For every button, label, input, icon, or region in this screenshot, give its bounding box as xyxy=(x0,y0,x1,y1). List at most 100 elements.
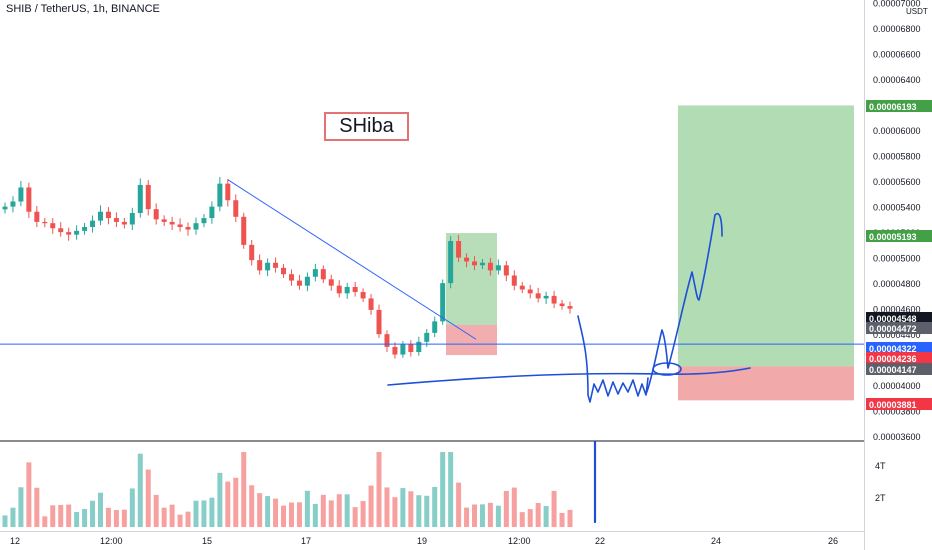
candle-body xyxy=(50,223,56,229)
candle-body xyxy=(66,232,72,235)
candle xyxy=(257,254,263,275)
price-tick-label: 0.00004400 xyxy=(873,330,921,340)
candle-body xyxy=(241,216,247,245)
candle-body xyxy=(281,267,287,275)
candle-body xyxy=(503,265,509,276)
volume-bar xyxy=(185,511,191,527)
volume-bar xyxy=(42,516,48,527)
volume-bar xyxy=(479,504,485,527)
candle-body xyxy=(145,184,151,210)
candle-body xyxy=(105,211,111,219)
candle-body xyxy=(225,183,231,201)
volume-bar xyxy=(66,504,72,527)
candle xyxy=(368,293,374,315)
time-tick-label: 12:00 xyxy=(508,536,531,546)
freehand-rally-path[interactable] xyxy=(645,213,723,395)
price-badge-label: 0.00004548 xyxy=(869,314,917,324)
trend-line[interactable] xyxy=(227,179,477,340)
volume-bar xyxy=(304,490,310,527)
candle-body xyxy=(18,187,24,202)
small-position-stop-zone[interactable] xyxy=(446,324,497,356)
volume-bar xyxy=(448,452,454,527)
candle-body xyxy=(408,344,414,352)
large-position-stop-zone[interactable] xyxy=(678,366,854,401)
price-tick-label: 0.00005400 xyxy=(873,203,921,213)
candle xyxy=(169,216,175,231)
volume-bar xyxy=(495,505,501,527)
symbol-legend[interactable]: SHIB / TetherUS, 1h, BINANCE xyxy=(6,3,160,15)
volume-bar xyxy=(535,503,541,527)
candle-body xyxy=(10,201,16,207)
price-badge-bg xyxy=(866,230,932,242)
candle-body xyxy=(320,269,326,280)
volume-bar xyxy=(376,452,382,527)
candle xyxy=(312,263,318,282)
time-tick-label: 12 xyxy=(10,536,20,546)
price-badge-bg xyxy=(866,363,932,375)
volume-bar xyxy=(129,488,135,527)
drawings-layer[interactable] xyxy=(0,179,864,524)
volume-bar xyxy=(90,500,96,527)
candle xyxy=(384,330,390,352)
freehand-entry-circle[interactable] xyxy=(652,362,682,376)
candle-body xyxy=(90,220,96,228)
price-tick-label: 0.00006000 xyxy=(873,126,921,136)
price-tick-label: 0.00006800 xyxy=(873,24,921,34)
small-position-profit-zone[interactable] xyxy=(446,233,497,325)
candle-body xyxy=(472,261,478,266)
candle xyxy=(113,212,119,228)
volume-bar xyxy=(511,487,517,527)
positions-layer[interactable] xyxy=(446,105,854,401)
volume-bar xyxy=(161,507,167,527)
candle-body xyxy=(129,212,135,225)
candle xyxy=(10,196,16,213)
candle-body xyxy=(384,334,390,347)
candle-body xyxy=(233,200,239,217)
price-badge-label: 0.00004147 xyxy=(869,365,917,375)
candle-body xyxy=(456,241,462,258)
candle-body xyxy=(265,262,271,271)
volume-bar xyxy=(217,472,223,527)
price-tick-label: 0.00005600 xyxy=(873,177,921,187)
candle-body xyxy=(304,276,310,286)
candle-body xyxy=(376,309,382,335)
volume-bar xyxy=(472,504,478,527)
candle xyxy=(535,287,541,303)
freehand-base-line[interactable] xyxy=(387,367,751,386)
price-tick-label: 0.00004000 xyxy=(873,381,921,391)
volume-bar xyxy=(312,503,318,527)
candle xyxy=(82,223,88,235)
candle xyxy=(241,212,247,249)
large-position-profit-zone[interactable] xyxy=(678,105,854,367)
time-tick-label: 19 xyxy=(417,536,427,546)
candle xyxy=(352,281,358,297)
candle xyxy=(543,291,549,304)
volume-bar xyxy=(456,482,462,527)
shiba-annotation[interactable]: SHiba xyxy=(324,112,409,141)
price-badge-stop: 0.00004236 xyxy=(866,352,932,364)
freehand-drop-scribble[interactable] xyxy=(577,315,649,403)
candle xyxy=(249,239,255,266)
candle-body xyxy=(296,280,302,286)
candle-body xyxy=(34,211,40,222)
candle-body xyxy=(169,221,175,225)
candle-body xyxy=(26,187,32,212)
price-badge-bg xyxy=(866,342,932,354)
volume-bar xyxy=(2,515,8,527)
price-tick-label: 0.00004600 xyxy=(873,305,921,315)
volume-tick-label: 4T xyxy=(875,461,886,471)
candle xyxy=(265,258,271,277)
candle xyxy=(392,342,398,359)
volume-bar xyxy=(344,494,350,527)
candle-body xyxy=(273,262,279,268)
volume-bar xyxy=(464,507,470,527)
volume-bar xyxy=(145,469,151,527)
candle-body xyxy=(82,227,88,231)
candle xyxy=(137,178,143,218)
volume-bar xyxy=(257,493,263,527)
candle-body xyxy=(42,221,48,224)
volume-bar xyxy=(105,507,111,527)
price-tick-label: 0.00003600 xyxy=(873,432,921,442)
volume-bar xyxy=(424,495,430,527)
